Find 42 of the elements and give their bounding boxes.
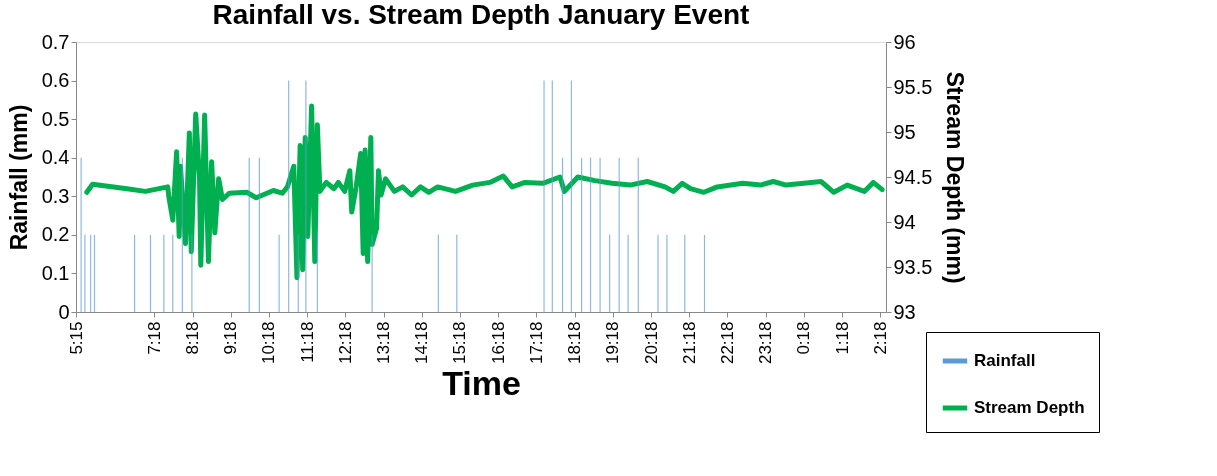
x-axis-title: Time [442, 364, 521, 403]
x-tick-label: 19:18 [603, 321, 623, 365]
y2-tick-label: 93 [893, 300, 916, 323]
x-tick-label: 16:18 [488, 321, 508, 365]
y2-tick-label: 96 [893, 30, 916, 53]
y-tick-label: 0.2 [41, 223, 70, 246]
y2-axis-title: Stream Depth (mm) [942, 71, 969, 284]
x-tick-label: 7:18 [144, 321, 164, 355]
y-tick-label: 0.1 [41, 261, 70, 284]
legend-label: Rainfall [974, 351, 1036, 370]
x-tick-label: 0:18 [794, 321, 814, 355]
x-tick-label: 13:18 [374, 321, 394, 365]
y2-tick-label: 94.5 [893, 165, 933, 188]
chart-title: Rainfall vs. Stream Depth January Event [212, 0, 750, 30]
y-tick-label: 0.6 [41, 69, 70, 92]
x-tick-label: 10:18 [259, 321, 279, 365]
y-tick-label: 0 [58, 300, 70, 323]
y2-tick-label: 93.5 [893, 255, 933, 278]
x-tick-label: 14:18 [412, 321, 432, 365]
x-tick-label: 21:18 [679, 321, 699, 365]
y-tick-label: 0.3 [41, 184, 70, 207]
x-tick-label: 5:15 [66, 321, 86, 355]
y-tick-label: 0.5 [41, 107, 70, 130]
x-tick-label: 11:18 [297, 321, 317, 363]
x-tick-label: 9:18 [221, 321, 241, 355]
legend-label: Stream Depth [974, 398, 1085, 417]
x-tick-label: 2:18 [870, 321, 890, 355]
y2-tick-label: 94 [893, 210, 916, 233]
x-tick-label: 8:18 [183, 321, 203, 355]
y-tick-label: 0.4 [41, 146, 70, 169]
x-tick-label: 18:18 [565, 321, 585, 365]
x-tick-label: 17:18 [526, 321, 546, 365]
x-tick-label: 1:18 [832, 321, 852, 355]
y2-tick-label: 95.5 [893, 75, 933, 98]
x-tick-label: 22:18 [717, 321, 737, 365]
y-axis-title: Rainfall (mm) [5, 104, 32, 251]
x-tick-label: 12:18 [335, 321, 355, 365]
x-tick-label: 20:18 [641, 321, 661, 365]
x-tick-label: 23:18 [756, 321, 776, 365]
y2-tick-label: 95 [893, 120, 916, 143]
y-tick-label: 0.7 [41, 30, 70, 53]
x-tick-label: 15:18 [450, 321, 470, 365]
